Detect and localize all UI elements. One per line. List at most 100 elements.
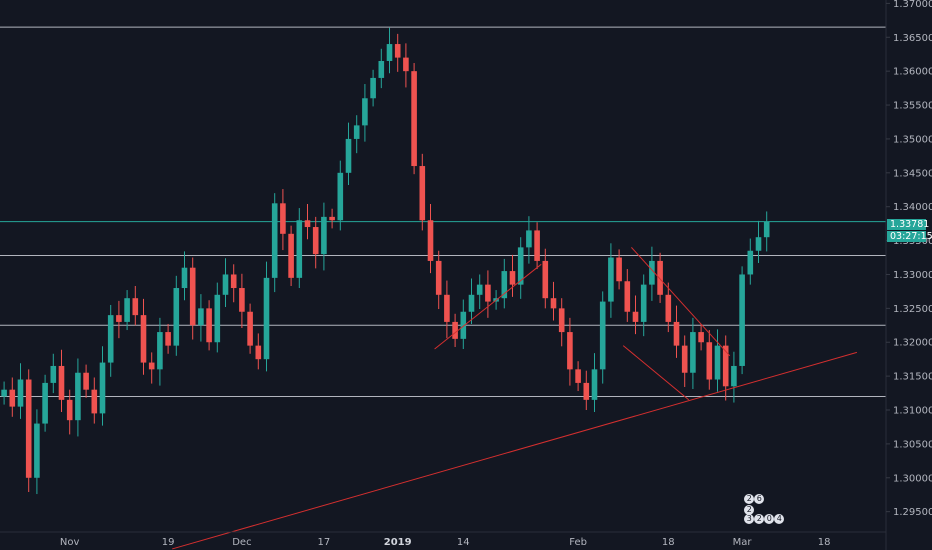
price-tick-label: 1.36500	[893, 33, 932, 44]
candle-body	[58, 365, 65, 400]
price-tick-label: 1.37000	[893, 0, 932, 10]
candle-body	[173, 288, 180, 346]
countdown-label: 03:27:15	[887, 231, 932, 242]
event-marker[interactable]: 6	[754, 494, 765, 504]
candle-body	[9, 389, 16, 407]
time-tick-label: 18	[818, 537, 831, 548]
candle-body	[591, 369, 598, 400]
candle-body	[148, 362, 155, 370]
candle-body	[575, 369, 581, 383]
candle-body	[435, 260, 442, 295]
price-tick-label: 1.31000	[893, 406, 932, 417]
event-marker[interactable]: 4	[774, 514, 785, 524]
time-axis[interactable]: Nov 19 Dec 17 2019 14 Feb 18 Mar 18	[60, 537, 831, 548]
price-tick-label: 1.34000	[893, 202, 932, 213]
candle-body	[230, 274, 237, 289]
price-tick-label: 1.33000	[893, 270, 932, 281]
candle-body	[657, 260, 663, 295]
candle-body	[75, 372, 81, 421]
price-tick-label: 1.31500	[893, 372, 932, 383]
candle-body	[321, 216, 327, 255]
price-tick-label: 1.34500	[893, 168, 932, 179]
candle-body	[640, 284, 647, 322]
candle-body	[34, 423, 40, 478]
candle-body	[189, 267, 196, 326]
trendline	[434, 263, 542, 350]
time-tick-label: Nov	[60, 537, 80, 548]
candle-body	[616, 257, 622, 282]
candle-body	[312, 227, 319, 255]
candle-body	[198, 308, 204, 326]
time-tick-label: 18	[662, 537, 675, 548]
time-tick-label: 14	[457, 537, 470, 548]
candle-body	[714, 345, 721, 380]
candle-body	[214, 294, 221, 343]
candle-body	[42, 382, 48, 424]
candle-body	[329, 216, 335, 221]
candle-body	[755, 237, 762, 251]
candle-body	[673, 321, 680, 346]
candle-body	[378, 60, 385, 78]
candle-body	[460, 311, 467, 339]
candle-body	[509, 271, 516, 285]
candle-body	[542, 260, 549, 299]
candle-body	[550, 298, 557, 309]
candle-body	[157, 332, 163, 370]
candles	[1, 27, 770, 495]
time-tick-label: Mar	[733, 537, 753, 548]
trendlines	[172, 247, 858, 550]
candle-body	[501, 271, 508, 299]
candle-body	[296, 220, 303, 278]
candle-body	[99, 362, 106, 414]
candle-body	[362, 98, 368, 126]
candle-body	[239, 288, 245, 312]
candle-body	[288, 233, 294, 278]
candle-body	[526, 230, 532, 248]
candle-body	[468, 294, 475, 312]
time-tick-label: Feb	[569, 537, 587, 548]
candle-body	[247, 311, 253, 346]
trendline	[172, 351, 858, 550]
event-marker[interactable]: 2	[744, 505, 755, 515]
price-tick-label: 1.35000	[893, 134, 932, 145]
price-tick-label: 1.35500	[893, 101, 932, 112]
event-marker[interactable]: 0	[764, 514, 775, 524]
price-tick-label: 1.32500	[893, 304, 932, 315]
event-marker[interactable]: 2	[744, 494, 755, 504]
price-tick-label: 1.29500	[893, 507, 932, 518]
candle-body	[665, 294, 672, 322]
candle-body	[583, 382, 590, 400]
candle-body	[66, 399, 73, 421]
candle-body	[608, 257, 614, 302]
event-marker[interactable]: 2	[754, 514, 765, 524]
candle-body	[698, 332, 704, 343]
candle-body	[304, 220, 311, 228]
candle-body	[624, 281, 631, 312]
candle-body	[452, 321, 458, 339]
candle-body	[706, 342, 713, 380]
candle-body	[763, 221, 770, 238]
candle-body	[747, 250, 754, 275]
price-axis[interactable]: 1.37000 1.36500 1.36000 1.35500 1.35000 1.345…	[886, 0, 932, 518]
candle-body	[132, 298, 139, 316]
candle-body	[731, 365, 737, 387]
trendline	[622, 345, 690, 401]
candle-body	[116, 315, 122, 322]
candle-body	[386, 44, 393, 61]
candle-body	[649, 260, 655, 285]
candle-body	[632, 311, 639, 322]
candle-body	[337, 172, 344, 221]
candle-body	[722, 345, 729, 387]
candle-body	[403, 57, 409, 72]
candle-body	[444, 294, 450, 322]
event-marker[interactable]: 3	[744, 514, 755, 524]
candle-body	[394, 44, 401, 58]
candle-body	[25, 379, 32, 478]
candle-body	[140, 315, 147, 363]
candle-body	[124, 298, 130, 322]
time-tick-label: Dec	[232, 537, 251, 548]
horizontal-levels	[0, 26, 886, 397]
candle-body	[280, 203, 286, 234]
candle-body	[206, 308, 212, 343]
